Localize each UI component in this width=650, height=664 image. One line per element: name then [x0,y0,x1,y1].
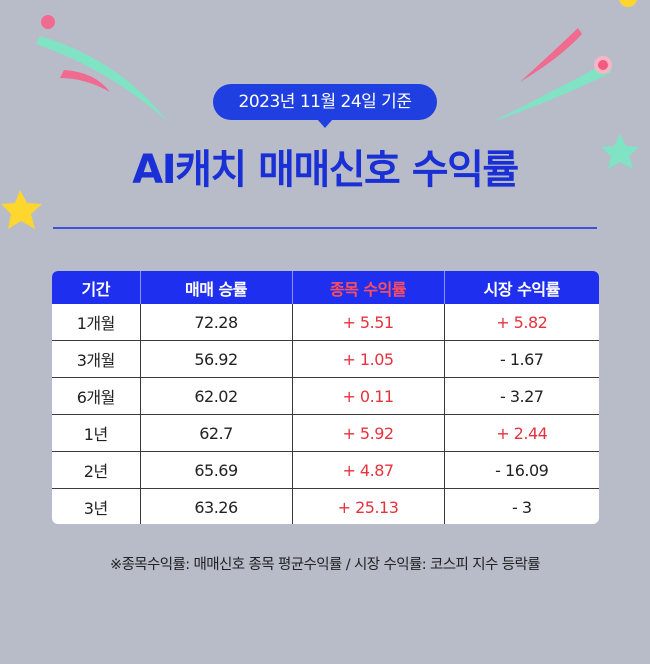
cell-stock-return: + 4.87 [291,451,444,489]
mint-streak-left [36,36,168,122]
returns-table: 기간 매매 승률 종목 수익률 시장 수익률 1개월 72.28 + 5.51 … [52,271,599,524]
header-period: 기간 [52,271,140,304]
table-row: 3개월 56.92 + 1.05 - 1.67 [52,340,599,378]
yellow-star-icon [1,190,42,229]
cell-market-return: + 5.82 [443,304,599,341]
table-row: 3년 63.26 + 25.13 - 3 [52,488,599,524]
cell-market-return: + 2.44 [443,414,599,452]
header-stock-return: 종목 수익률 [291,271,444,304]
pink-streak-right [520,28,582,82]
cell-win-rate: 72.28 [139,304,292,341]
cell-stock-return: + 5.92 [291,414,444,452]
date-badge: 2023년 11월 24일 기준 [213,84,437,128]
pink-streak-left [60,70,110,92]
cell-win-rate: 63.26 [139,488,292,524]
table-header-row: 기간 매매 승률 종목 수익률 시장 수익률 [52,271,599,304]
cell-period: 2년 [52,451,140,489]
page-title: AI캐치 매매신호 수익률 [132,147,519,193]
table-row: 6개월 62.02 + 0.11 - 3.27 [52,377,599,415]
mint-streak-right [492,64,612,122]
cell-market-return: - 16.09 [443,451,599,489]
cell-win-rate: 56.92 [139,340,292,378]
table-row: 1년 62.7 + 5.92 + 2.44 [52,414,599,452]
cell-market-return: - 3.27 [443,377,599,415]
header-market-return: 시장 수익률 [443,271,599,304]
cell-stock-return: + 1.05 [291,340,444,378]
cell-period: 1년 [52,414,140,452]
cell-period: 6개월 [52,377,140,415]
cell-stock-return: + 0.11 [291,377,444,415]
divider [53,227,597,229]
mint-star-icon [601,134,639,169]
cell-win-rate: 62.7 [139,414,292,452]
pink-dot-icon [41,15,55,29]
header-win-rate: 매매 승률 [139,271,292,304]
cell-market-return: - 3 [443,488,599,524]
cell-win-rate: 62.02 [139,377,292,415]
cell-market-return: - 1.67 [443,340,599,378]
cell-stock-return: + 5.51 [291,304,444,341]
cell-period: 1개월 [76,314,116,333]
cell-stock-return: + 25.13 [291,488,444,524]
cell-period: 3년 [52,488,140,524]
cell-win-rate: 65.69 [139,451,292,489]
yellow-dot-icon [619,0,637,7]
cell-period: 3개월 [52,340,140,378]
table-row: 2년 65.69 + 4.87 - 16.09 [52,451,599,489]
table-row: 1개월 72.28 + 5.51 + 5.82 [52,304,599,341]
footnote: ※종목수익률: 매매신호 종목 평균수익률 / 시장 수익률: 코스피 지수 등… [110,557,541,573]
